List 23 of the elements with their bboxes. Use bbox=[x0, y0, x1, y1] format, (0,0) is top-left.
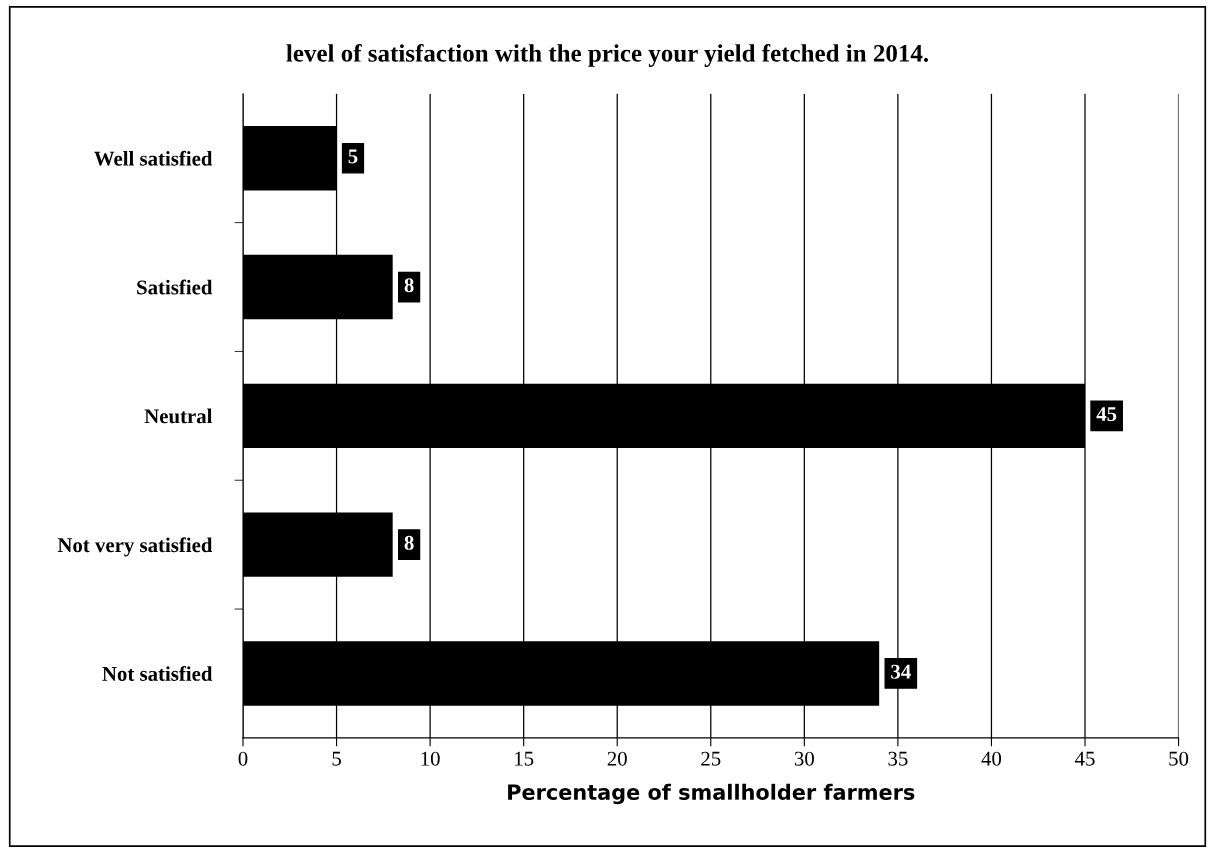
x-tick-label: 35 bbox=[888, 751, 908, 766]
chart-title: level of satisfaction with the price your yield fetched in 2014. bbox=[286, 43, 929, 67]
x-axis-title: Percentage of smallholder farmers bbox=[508, 783, 915, 805]
x-tick-label: 25 bbox=[701, 751, 721, 766]
data-label: 8 bbox=[404, 278, 414, 293]
x-tick-label: 0 bbox=[238, 751, 248, 766]
y-tick-label: Neutral bbox=[144, 408, 213, 424]
data-label: 34 bbox=[891, 664, 911, 679]
x-tick-label: 15 bbox=[515, 751, 534, 766]
x-tick-label: 45 bbox=[1074, 751, 1095, 766]
x-tick-label: 30 bbox=[794, 751, 814, 766]
y-tick-label: Not satisfied bbox=[102, 666, 213, 681]
data-label: 8 bbox=[404, 535, 414, 550]
y-tick-label: Well satisfied bbox=[94, 150, 213, 166]
x-tick-label: 10 bbox=[421, 751, 440, 766]
y-tick-label: Satisfied bbox=[137, 279, 213, 295]
x-tick-label: 20 bbox=[607, 751, 627, 766]
x-tick-label: 5 bbox=[332, 751, 341, 766]
x-tick-label: 40 bbox=[981, 751, 1002, 766]
y-tick-label: Not very satisfied bbox=[57, 537, 213, 557]
x-tick-label: 50 bbox=[1169, 751, 1189, 766]
data-label: 5 bbox=[348, 149, 358, 164]
data-label: 45 bbox=[1096, 407, 1117, 422]
